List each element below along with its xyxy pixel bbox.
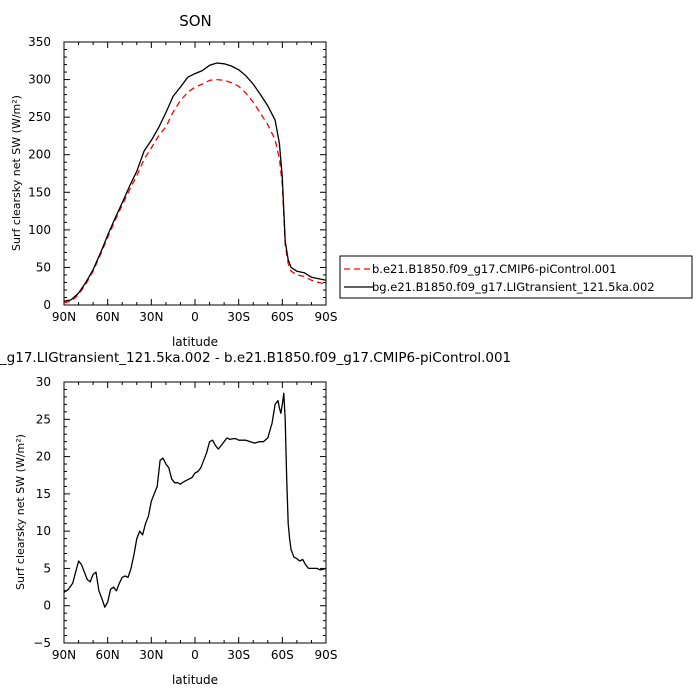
top-y-tick-label: 50	[36, 260, 51, 274]
top-x-tick-label: 90N	[52, 310, 76, 324]
bottom-y-tick-label: 30	[36, 375, 51, 389]
bottom-x-tick-label: 60S	[271, 648, 294, 662]
legend-box	[339, 255, 693, 299]
top-panel-title: SON	[179, 12, 212, 30]
top-y-tick-label: 250	[28, 110, 51, 124]
bottom-y-tick-label: 5	[43, 561, 51, 575]
top-panel: SON 90N 60N 30N 0 30S 60S 90S 0 50 100 150 200 250 30…	[10, 12, 337, 349]
top-y-tick-label: 150	[28, 185, 51, 199]
top-y-tick-label: 200	[28, 148, 51, 162]
bottom-y-tick-label: 0	[43, 599, 51, 613]
bottom-y-axis-label: Surf clearsky net SW (W/m²)	[14, 434, 27, 590]
top-y-tick-label: 100	[28, 223, 51, 237]
top-y-tick-label: 300	[28, 73, 51, 87]
top-y-axis-label: Surf clearsky net SW (W/m²)	[10, 95, 23, 251]
bottom-panel-title: bg.e21.B1850.f09_g17.LIGtransient_121.5k…	[0, 350, 511, 366]
top-y-tick-label: 0	[43, 298, 51, 312]
bottom-y-tick-label: 15	[36, 487, 51, 501]
top-series-line-0	[63, 78, 327, 304]
top-x-tick-label: 0	[191, 310, 199, 324]
bottom-y-tick-label: 25	[36, 412, 51, 426]
bottom-y-tick-label: 10	[36, 524, 51, 538]
top-x-tick-label: 60S	[271, 310, 294, 324]
top-x-tick-label: 30N	[139, 310, 163, 324]
bottom-x-tick-label: 60N	[96, 648, 120, 662]
top-x-tick-label: 30S	[227, 310, 250, 324]
bottom-series-line-0	[63, 392, 327, 608]
bottom-x-tick-label: 30S	[227, 648, 250, 662]
top-x-tick-label: 90S	[315, 310, 338, 324]
bottom-x-tick-label: 30N	[139, 648, 163, 662]
bottom-panel: bg.e21.B1850.f09_g17.LIGtransient_121.5k…	[0, 350, 511, 687]
top-y-tick-label: 350	[28, 35, 51, 49]
bottom-x-tick-label: 90S	[315, 648, 338, 662]
bottom-x-tick-label: 0	[191, 648, 199, 662]
bottom-y-tick-label: 20	[36, 450, 51, 464]
top-x-axis-label: latitude	[172, 335, 218, 349]
top-series-line-1	[63, 62, 327, 302]
legend: b.e21.B1850.f09_g17.CMIP6-piControl.001 …	[339, 255, 693, 299]
legend-label-control: b.e21.B1850.f09_g17.CMIP6-piControl.001	[372, 262, 617, 276]
legend-label-ligtransient: bg.e21.B1850.f09_g17.LIGtransient_121.5k…	[372, 280, 655, 294]
top-x-tick-label: 60N	[96, 310, 120, 324]
top-plot-frame	[63, 41, 327, 306]
bottom-x-axis-label: latitude	[172, 673, 218, 687]
bottom-y-tick-label: −5	[33, 636, 51, 650]
bottom-x-tick-label: 90N	[52, 648, 76, 662]
